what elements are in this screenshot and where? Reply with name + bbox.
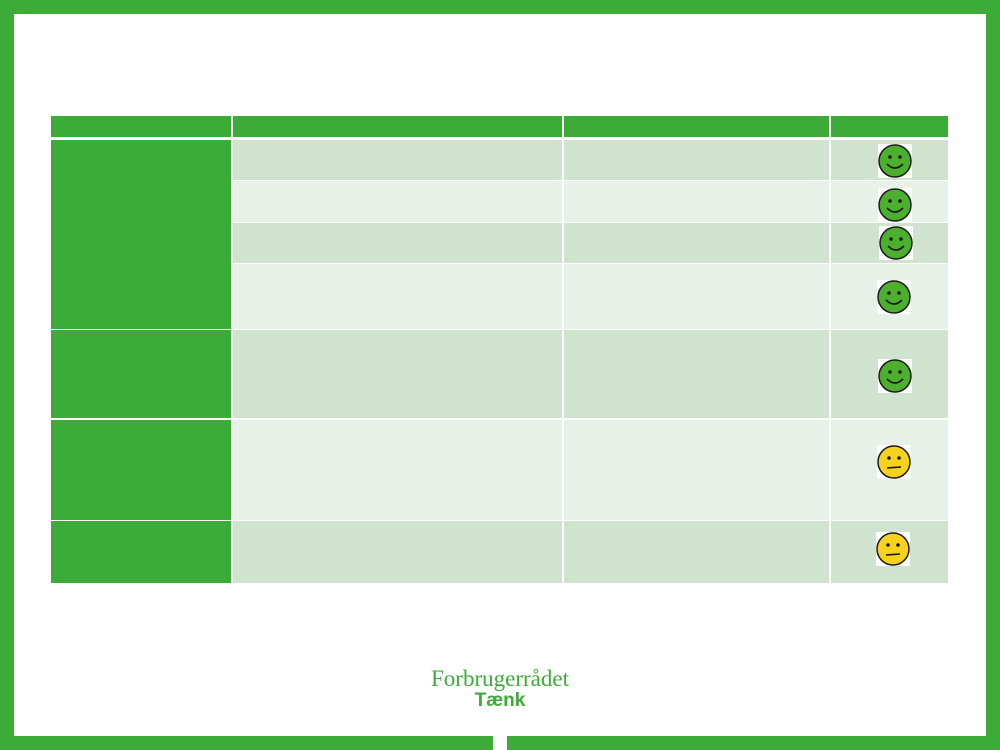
eye	[897, 291, 901, 295]
table-cell	[564, 181, 829, 222]
face	[877, 445, 911, 479]
mouth	[886, 207, 904, 213]
mouth	[886, 378, 904, 384]
table-cell	[233, 264, 562, 329]
table-cell	[564, 140, 829, 180]
eye	[896, 543, 900, 547]
header-cell	[831, 116, 948, 137]
face	[879, 226, 913, 260]
eye	[897, 456, 901, 460]
face	[876, 532, 910, 566]
smiley-happy	[879, 226, 913, 260]
face	[878, 359, 912, 393]
eye	[898, 155, 902, 159]
table-cell	[564, 223, 829, 263]
logo-product: Tænk	[475, 690, 526, 711]
tab	[493, 736, 507, 750]
mouth	[885, 553, 901, 556]
group-cell	[51, 420, 231, 520]
group-cell	[51, 521, 231, 583]
smiley-neutral	[877, 445, 911, 479]
eye	[886, 543, 890, 547]
status-icons	[876, 144, 913, 566]
mouth	[887, 245, 905, 251]
table-cell	[564, 420, 829, 520]
mouth	[886, 466, 902, 469]
eye	[898, 370, 902, 374]
header-cell	[564, 116, 829, 137]
table	[51, 116, 948, 583]
eye	[887, 291, 891, 295]
table-cell	[564, 330, 829, 418]
table-cell	[233, 521, 562, 583]
eye	[887, 456, 891, 460]
mouth	[886, 163, 904, 169]
mouth	[885, 299, 903, 305]
smiley-happy	[878, 359, 912, 393]
eye	[898, 199, 902, 203]
logo-name: Forbrugerrådet	[431, 666, 570, 691]
eye	[888, 155, 892, 159]
eye	[899, 237, 903, 241]
face	[877, 280, 911, 314]
smiley-happy	[878, 188, 912, 222]
face	[878, 188, 912, 222]
table-cell	[564, 521, 829, 583]
table-cell	[233, 330, 562, 418]
group-cell	[51, 330, 231, 418]
table-cell	[233, 140, 562, 180]
face	[878, 144, 912, 178]
group-cell	[51, 140, 231, 329]
table-cell	[233, 181, 562, 222]
eye	[889, 237, 893, 241]
header-cell	[51, 116, 231, 137]
table-cell	[233, 223, 562, 263]
table-cell	[564, 264, 829, 329]
smiley-happy	[877, 280, 911, 314]
eye	[888, 370, 892, 374]
smiley-happy	[878, 144, 912, 178]
table-cell	[233, 420, 562, 520]
header-cell	[233, 116, 562, 137]
eye	[888, 199, 892, 203]
smiley-neutral	[876, 532, 910, 566]
